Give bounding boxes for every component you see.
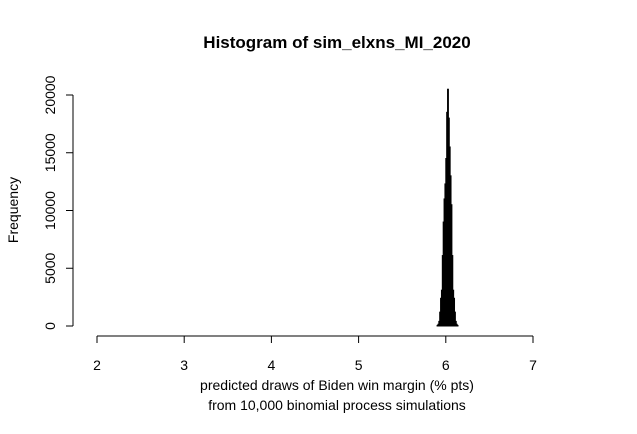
- y-axis-label: Frequency: [5, 177, 21, 243]
- x-tick-label: 6: [442, 357, 450, 373]
- y-tick-label: 0: [42, 322, 58, 330]
- y-tick-label: 10000: [42, 191, 58, 230]
- x-tick-label: 3: [180, 357, 188, 373]
- chart-title: Histogram of sim_elxns_MI_2020: [203, 33, 470, 52]
- x-tick-label: 5: [355, 357, 363, 373]
- x-axis-label-line1: predicted draws of Biden win margin (% p…: [200, 377, 474, 393]
- x-axis-ticks: 2 3 4 5 6 7: [93, 336, 537, 373]
- y-tick-label: 15000: [42, 133, 58, 172]
- histogram-bar: [456, 324, 459, 327]
- x-axis-label-line2: from 10,000 binomial process simulations: [208, 397, 466, 413]
- y-axis-ticks: 0 5000 10000 15000 20000: [42, 75, 73, 330]
- x-tick-label: 4: [268, 357, 276, 373]
- y-tick-label: 5000: [42, 252, 58, 283]
- histogram-bars: [436, 88, 459, 327]
- y-tick-label: 20000: [42, 75, 58, 114]
- x-tick-label: 2: [93, 357, 101, 373]
- x-tick-label: 7: [529, 357, 537, 373]
